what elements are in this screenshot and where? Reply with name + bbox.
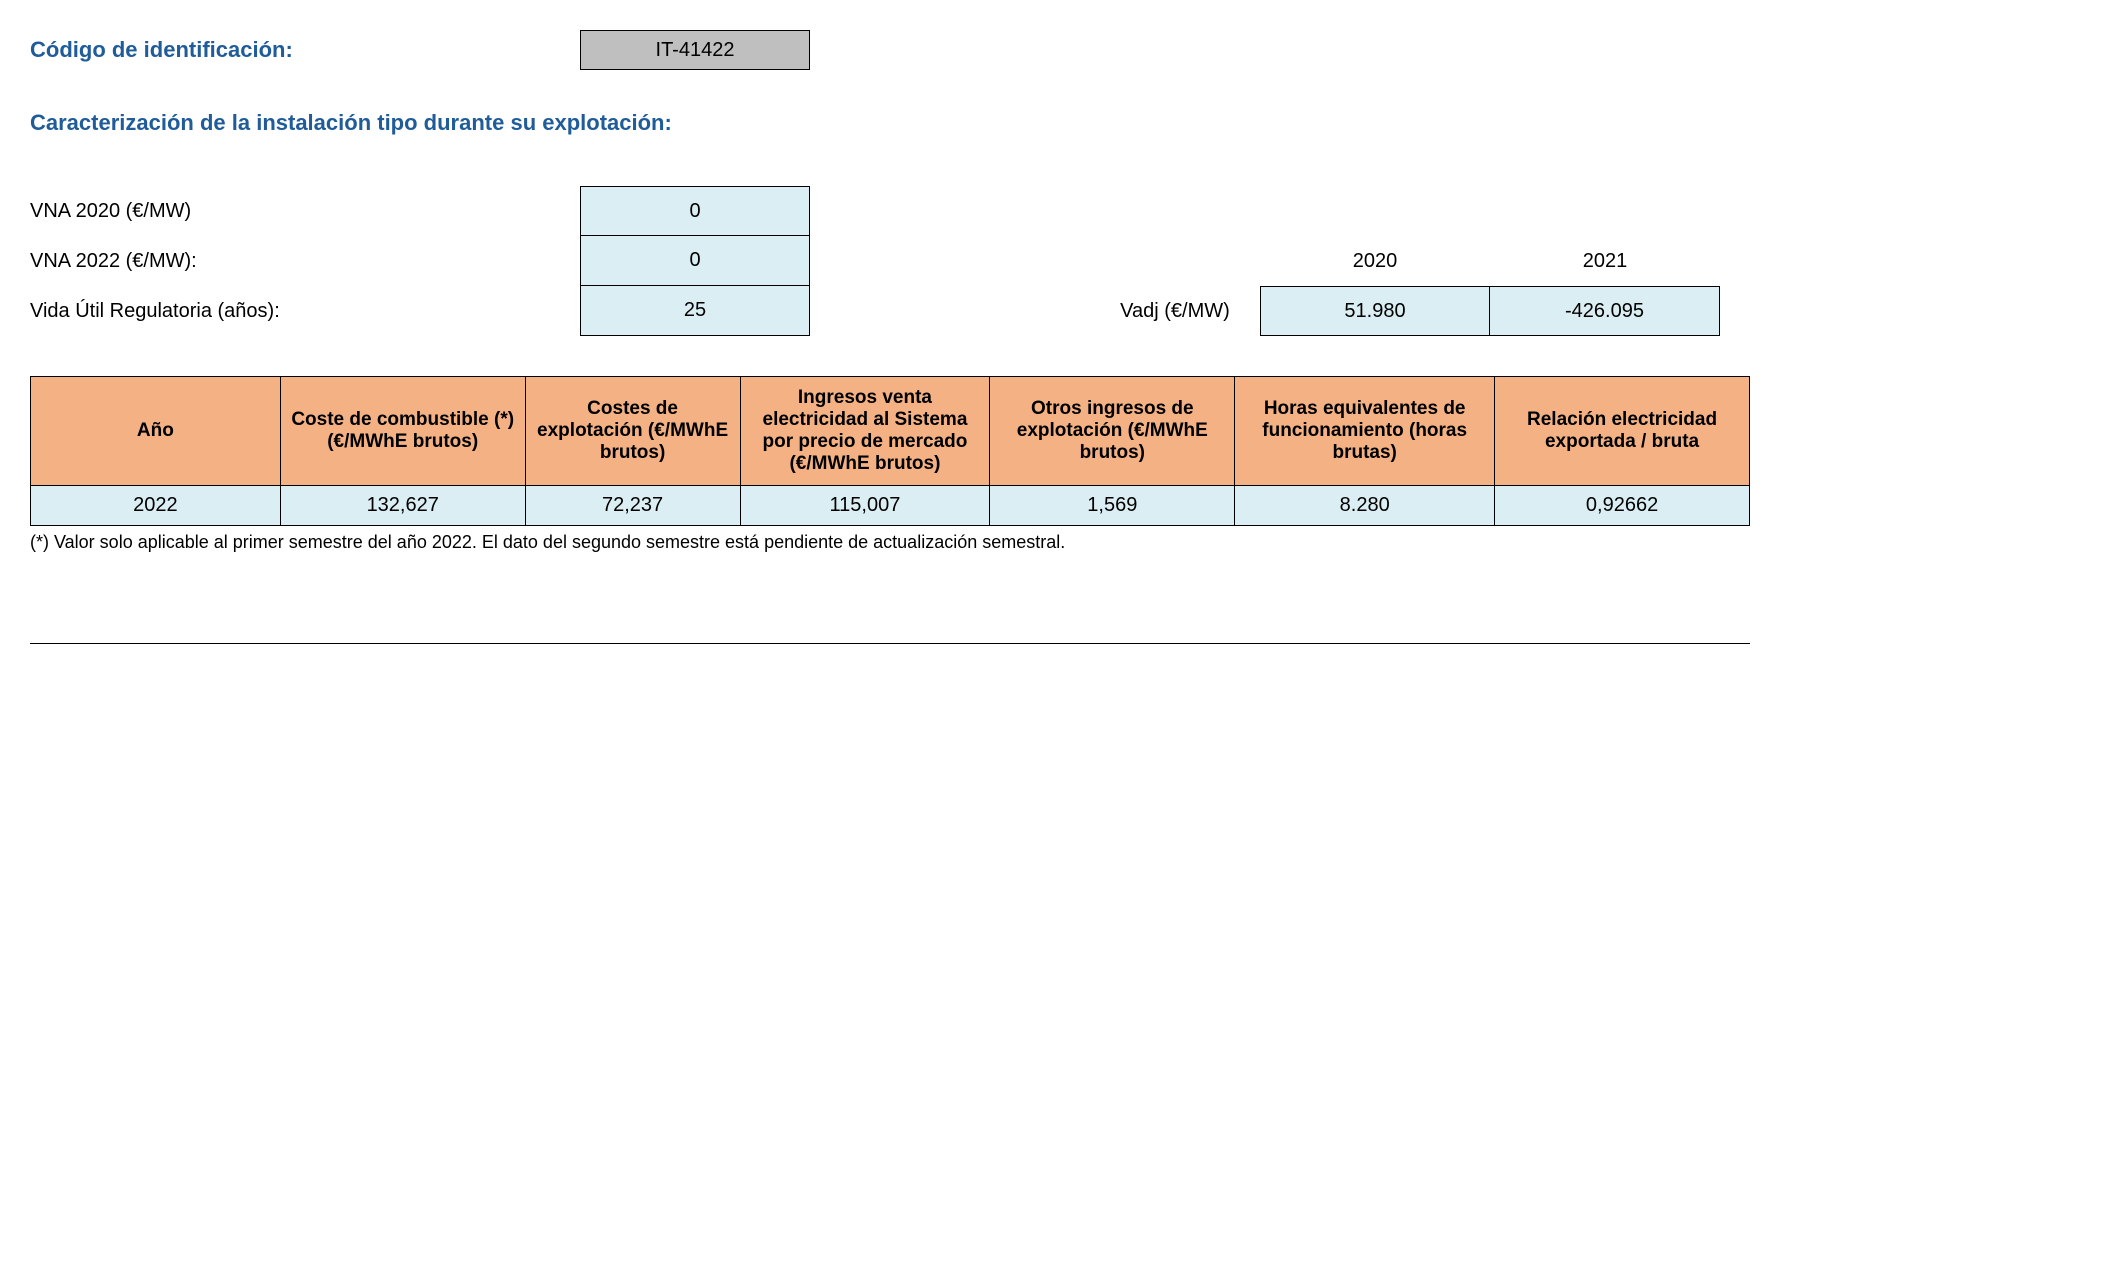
table-head: Año Coste de combustible (*) (€/MWhE bru…	[31, 377, 1750, 486]
cell-combustible: 132,627	[280, 486, 525, 526]
col-combustible: Coste de combustible (*) (€/MWhE brutos)	[280, 377, 525, 486]
vna2022-row: VNA 2022 (€/MW): 0 2020 2021	[30, 236, 2096, 286]
col-otros-ingresos: Otros ingresos de explotación (€/MWhE br…	[990, 377, 1235, 486]
main-table: Año Coste de combustible (*) (€/MWhE bru…	[30, 376, 1750, 526]
col-ingresos-venta: Ingresos venta electricidad al Sistema p…	[740, 377, 990, 486]
section-title: Caracterización de la instalación tipo d…	[30, 110, 2096, 136]
col-relacion: Relación electricidad exportada / bruta	[1495, 377, 1750, 486]
vadj-year-2020: 2020	[1260, 236, 1490, 286]
cell-ingresos-venta: 115,007	[740, 486, 990, 526]
vna2020-row: VNA 2020 (€/MW) 0	[30, 186, 2096, 236]
divider	[30, 643, 1750, 644]
footnote: (*) Valor solo aplicable al primer semes…	[30, 532, 2096, 553]
table-body: 2022 132,627 72,237 115,007 1,569 8.280 …	[31, 486, 1750, 526]
vna2020-value: 0	[580, 186, 810, 236]
vadj-value-2020: 51.980	[1260, 286, 1490, 336]
col-costes: Costes de explotación (€/MWhE brutos)	[525, 377, 740, 486]
cell-costes: 72,237	[525, 486, 740, 526]
cell-relacion: 0,92662	[1495, 486, 1750, 526]
cell-horas: 8.280	[1235, 486, 1495, 526]
vadj-spacer	[1090, 236, 1260, 286]
vna2022-value: 0	[580, 236, 810, 286]
vida-row: Vida Útil Regulatoria (años): 25 Vadj (€…	[30, 286, 2096, 336]
table-row: 2022 132,627 72,237 115,007 1,569 8.280 …	[31, 486, 1750, 526]
vna2022-label: VNA 2022 (€/MW):	[30, 236, 580, 286]
vida-label: Vida Útil Regulatoria (años):	[30, 286, 580, 336]
vida-value: 25	[580, 286, 810, 336]
cell-otros-ingresos: 1,569	[990, 486, 1235, 526]
vadj-header-row: 2020 2021	[1090, 236, 1720, 286]
cell-ano: 2022	[31, 486, 281, 526]
id-value-box: IT-41422	[580, 30, 810, 70]
id-label: Código de identificación:	[30, 37, 580, 63]
vadj-year-2021: 2021	[1490, 236, 1720, 286]
id-row: Código de identificación: IT-41422	[30, 30, 2096, 70]
vadj-label: Vadj (€/MW)	[1090, 286, 1260, 336]
col-horas: Horas equivalentes de funcionamiento (ho…	[1235, 377, 1495, 486]
vadj-value-2021: -426.095	[1490, 286, 1720, 336]
table-header-row: Año Coste de combustible (*) (€/MWhE bru…	[31, 377, 1750, 486]
col-ano: Año	[31, 377, 281, 486]
params-block: VNA 2020 (€/MW) 0 VNA 2022 (€/MW): 0 202…	[30, 186, 2096, 336]
vadj-value-row: Vadj (€/MW) 51.980 -426.095	[1090, 286, 1720, 336]
vna2020-label: VNA 2020 (€/MW)	[30, 186, 580, 236]
